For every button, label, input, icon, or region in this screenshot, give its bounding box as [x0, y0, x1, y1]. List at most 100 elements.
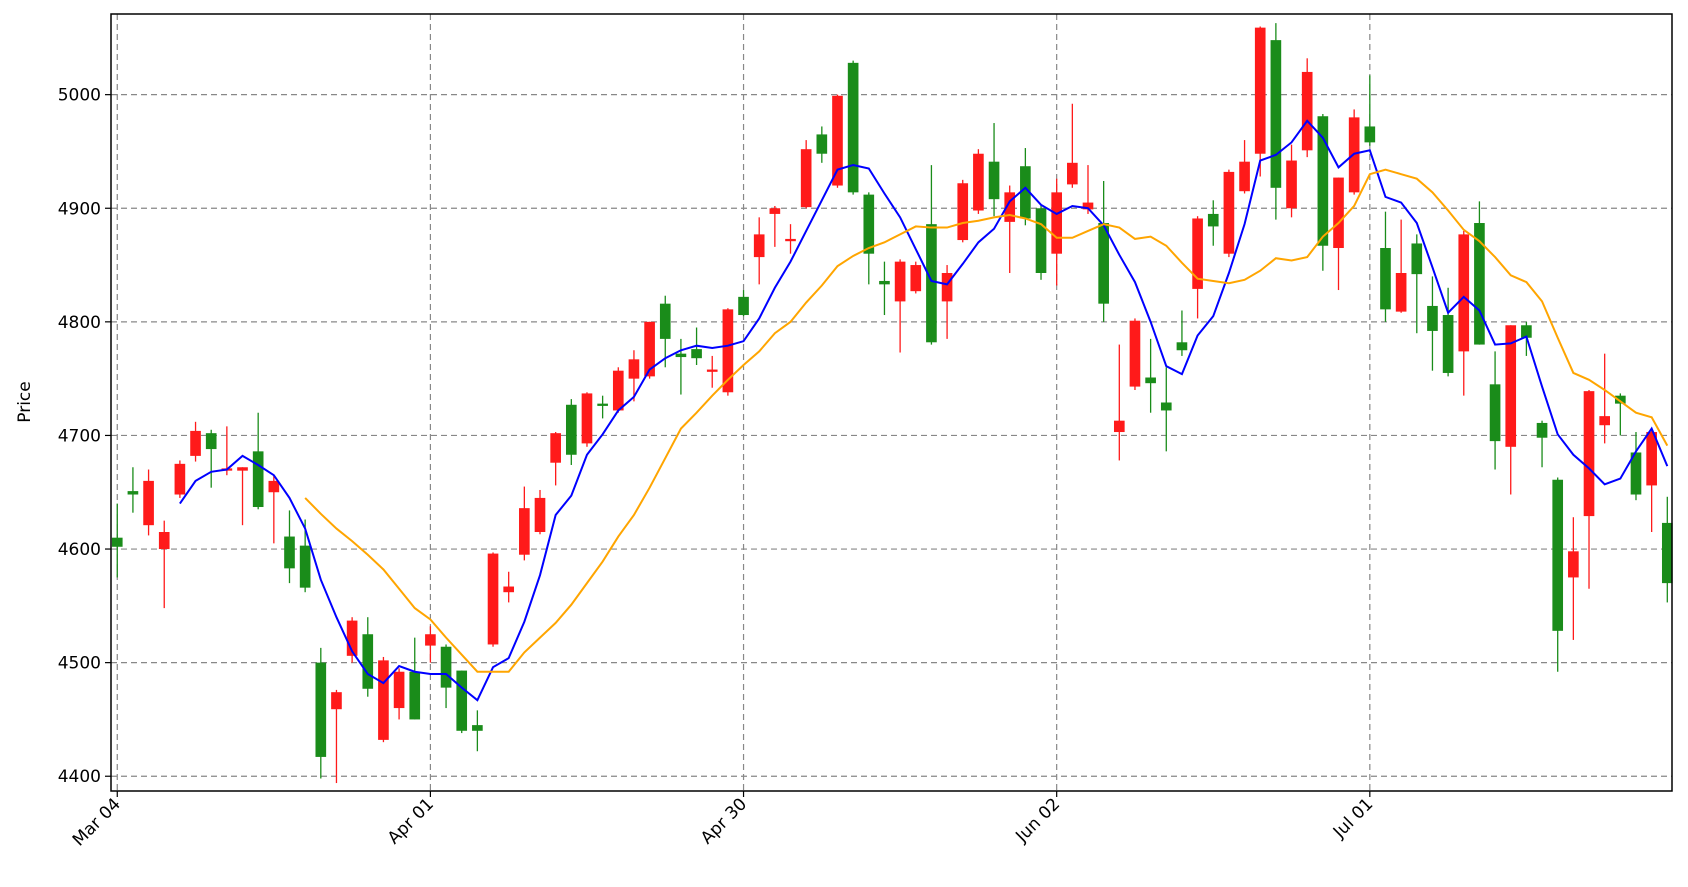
candle-body: [409, 671, 421, 720]
candle-body: [1552, 479, 1564, 631]
moving-average-line: [304, 168, 1669, 673]
x-tick-label: Jul 01: [1329, 794, 1377, 842]
candle-body: [1067, 162, 1078, 185]
candle-body: [252, 451, 264, 508]
y-tick-label: 4900: [58, 199, 101, 219]
candle-body: [1630, 452, 1642, 495]
moving-average-line: [179, 119, 1669, 702]
candle-body: [941, 273, 953, 302]
candle-body: [659, 303, 671, 339]
candle-body: [597, 403, 608, 406]
candle-body: [863, 194, 875, 254]
candle-body: [1192, 218, 1203, 289]
candle-body: [1521, 325, 1532, 338]
x-tick-label: Jun 02: [1011, 794, 1064, 847]
x-tick-label: Apr 30: [697, 794, 751, 848]
candle-body: [957, 183, 969, 241]
candle-body: [284, 536, 295, 569]
y-axis-label: Price: [15, 381, 35, 422]
y-tick-label: 5000: [58, 86, 101, 106]
candle-body: [847, 62, 859, 193]
candle-body: [1020, 166, 1031, 219]
candle-body: [1082, 202, 1094, 210]
candle-body: [1160, 402, 1172, 411]
candle-body: [237, 467, 248, 471]
y-tick-label: 4500: [58, 654, 101, 674]
candle-body: [1646, 432, 1657, 486]
candle-body: [519, 508, 530, 555]
candle-body: [1458, 234, 1470, 352]
candle-body: [487, 553, 499, 645]
candle-body: [722, 309, 734, 393]
x-tick-label: Apr 01: [384, 794, 438, 848]
candle-body: [1599, 416, 1610, 426]
candle-body: [565, 404, 577, 455]
candle-body: [1113, 420, 1125, 433]
candle-body: [1536, 422, 1548, 438]
candle-body: [753, 234, 765, 258]
candle-body: [472, 725, 483, 731]
candle-body: [393, 671, 405, 709]
candle-body: [988, 161, 1000, 200]
candle-body: [910, 265, 922, 292]
candle-body: [1442, 315, 1454, 373]
candle-body: [1395, 273, 1407, 312]
candle-body: [1427, 305, 1438, 331]
candle-body: [769, 208, 781, 214]
candle-body: [1098, 223, 1109, 304]
y-tick-label: 4600: [58, 540, 101, 560]
candle-body: [1035, 208, 1047, 273]
x-tick-label: Mar 04: [69, 794, 125, 850]
candle-body: [503, 586, 515, 593]
candle-body: [1505, 325, 1517, 447]
candle-body: [1239, 161, 1250, 192]
candle-body: [1051, 192, 1063, 254]
candle-body: [738, 296, 749, 316]
candle-body: [205, 433, 217, 450]
candle-body: [440, 646, 452, 688]
candle-body: [315, 662, 327, 757]
candle-body: [362, 634, 374, 689]
candle-body: [1176, 342, 1188, 351]
candle-body: [127, 491, 139, 495]
candle-body: [816, 134, 828, 154]
candle-body: [1380, 248, 1391, 310]
candle-body: [331, 692, 342, 710]
candle-body: [268, 480, 280, 493]
candle-body: [926, 224, 937, 343]
candle-body: [1661, 522, 1673, 584]
candle-body: [706, 369, 718, 372]
candle-body: [1270, 40, 1282, 188]
candle-body: [1568, 551, 1579, 578]
candle-body: [894, 261, 906, 302]
candle-body: [1411, 243, 1423, 275]
candle-body: [644, 321, 655, 377]
candle-body: [973, 153, 984, 211]
candle-body: [1615, 395, 1626, 404]
candle-body: [1223, 171, 1235, 254]
y-tick-label: 4800: [58, 313, 101, 333]
candle-body: [1207, 213, 1219, 227]
candle-body: [456, 670, 468, 731]
candle-body: [612, 370, 624, 411]
candle-body: [158, 532, 170, 550]
candle-body: [111, 537, 123, 547]
candle-body: [1333, 177, 1344, 249]
y-tick-label: 4400: [58, 767, 101, 787]
candle-body: [1145, 377, 1156, 384]
candle-body: [1254, 27, 1266, 154]
plot-frame: [110, 13, 1673, 792]
candle-body: [628, 359, 640, 379]
candle-body: [1474, 223, 1485, 345]
candle-body: [675, 353, 687, 358]
candle-body: [550, 433, 561, 463]
candle-body: [425, 634, 436, 646]
candle-body: [1301, 71, 1313, 151]
y-tick-label: 4700: [58, 426, 101, 446]
candle-body: [1129, 320, 1141, 387]
candle-body: [879, 280, 890, 285]
candle-body: [691, 349, 702, 359]
candle-body: [1364, 126, 1376, 143]
